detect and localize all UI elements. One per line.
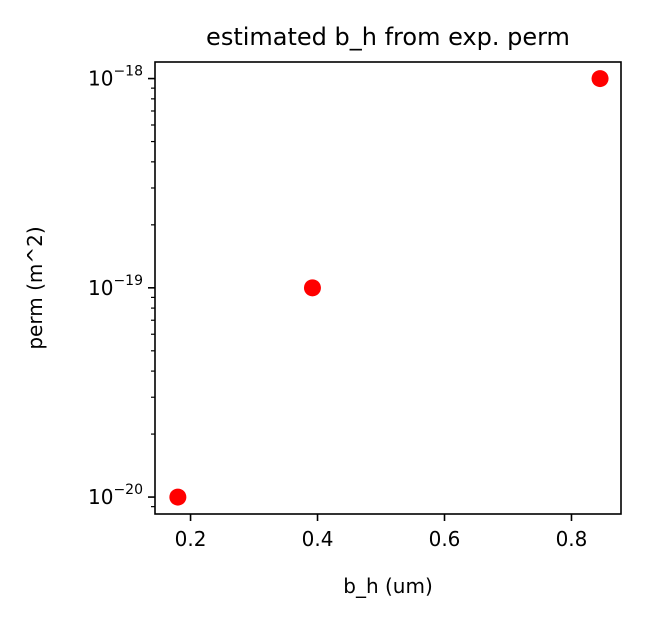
x-axis-ticks: 0.2 0.4 0.6 0.8: [175, 514, 588, 551]
data-point-2: [591, 70, 609, 88]
y-axis-ticks: 10−20 10−19 10−18: [88, 64, 155, 509]
data-point-0: [169, 488, 187, 506]
y-tick-label-2: 10−18: [88, 64, 143, 91]
data-points: [169, 70, 609, 506]
data-point-1: [303, 279, 321, 297]
chart-title: estimated b_h from exp. perm: [206, 23, 570, 51]
x-tick-label-2: 0.6: [429, 527, 461, 551]
x-tick-label-0: 0.2: [175, 527, 207, 551]
y-tick-label-0: 10−20: [88, 482, 143, 509]
x-tick-label-1: 0.4: [302, 527, 334, 551]
plot-frame: [154, 61, 622, 515]
y-tick-label-1: 10−19: [88, 273, 143, 300]
y-axis-label: perm (m^2): [23, 226, 47, 349]
x-axis-label: b_h (um): [343, 574, 433, 598]
x-tick-label-3: 0.8: [556, 527, 588, 551]
